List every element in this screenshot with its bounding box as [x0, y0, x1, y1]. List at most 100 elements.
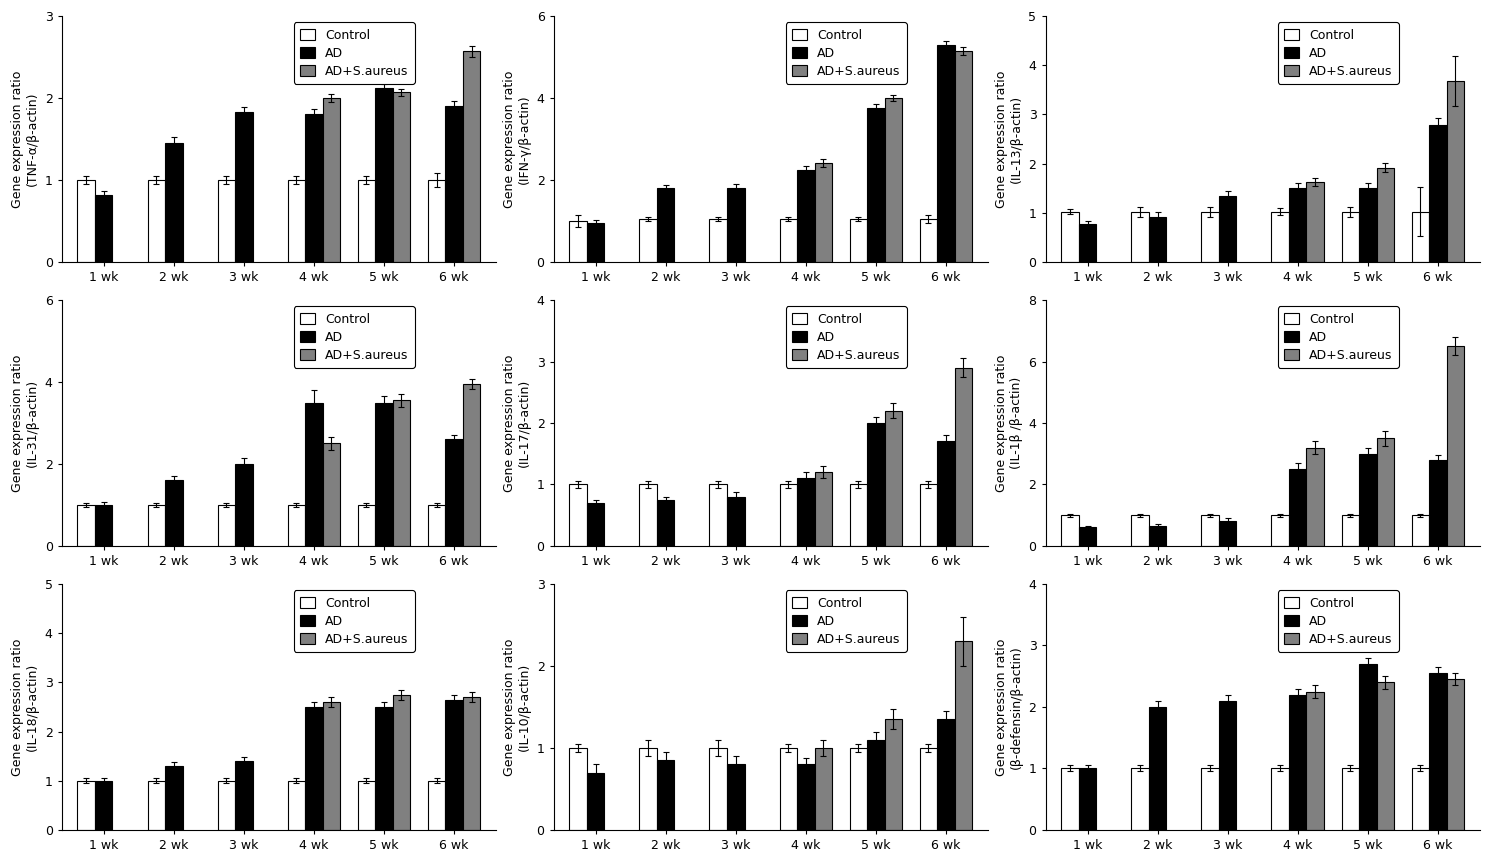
Bar: [780, 219, 798, 262]
Bar: [954, 368, 972, 546]
Bar: [1412, 768, 1428, 830]
Bar: [428, 505, 446, 546]
Bar: [236, 464, 252, 546]
Bar: [322, 702, 340, 830]
Bar: [218, 180, 236, 262]
Bar: [1202, 211, 1220, 262]
Bar: [1132, 211, 1150, 262]
Bar: [1132, 768, 1150, 830]
Bar: [1358, 664, 1376, 830]
Bar: [236, 112, 252, 262]
Bar: [570, 221, 587, 262]
Bar: [850, 748, 868, 830]
Bar: [95, 195, 112, 262]
Bar: [306, 402, 322, 546]
Bar: [1358, 454, 1376, 546]
Bar: [218, 505, 236, 546]
Bar: [850, 484, 868, 546]
Y-axis label: Gene expression ratio
(IL-18/β-actin): Gene expression ratio (IL-18/β-actin): [10, 639, 39, 776]
Bar: [392, 695, 410, 830]
Bar: [570, 748, 587, 830]
Bar: [392, 92, 410, 262]
Bar: [884, 98, 902, 262]
Bar: [814, 472, 832, 546]
Y-axis label: Gene expression ratio
(IFN-γ/β-actin): Gene expression ratio (IFN-γ/β-actin): [502, 71, 531, 208]
Bar: [1428, 460, 1446, 546]
Legend: Control, AD, AD+S.aureus: Control, AD, AD+S.aureus: [294, 590, 414, 652]
Bar: [392, 400, 410, 546]
Y-axis label: Gene expression ratio
(TNF-α/β-actin): Gene expression ratio (TNF-α/β-actin): [10, 71, 39, 208]
Bar: [1412, 515, 1428, 546]
Legend: Control, AD, AD+S.aureus: Control, AD, AD+S.aureus: [294, 22, 414, 84]
Bar: [1446, 346, 1464, 546]
Bar: [1342, 211, 1358, 262]
Bar: [1428, 673, 1446, 830]
Bar: [1306, 182, 1324, 262]
Bar: [884, 411, 902, 546]
Bar: [587, 503, 604, 546]
Bar: [1150, 707, 1166, 830]
Bar: [446, 700, 462, 830]
Bar: [1150, 217, 1166, 262]
Bar: [1290, 469, 1306, 546]
Bar: [1342, 768, 1358, 830]
Bar: [322, 444, 340, 546]
Bar: [1272, 768, 1290, 830]
Bar: [1376, 167, 1394, 262]
Bar: [710, 748, 728, 830]
Y-axis label: Gene expression ratio
(IL-17/β-actin): Gene expression ratio (IL-17/β-actin): [502, 355, 531, 492]
Bar: [1220, 701, 1236, 830]
Bar: [954, 641, 972, 830]
Bar: [1062, 211, 1079, 262]
Bar: [884, 719, 902, 830]
Bar: [166, 766, 182, 830]
Bar: [78, 505, 95, 546]
Y-axis label: Gene expression ratio
(IL-13/β-actin): Gene expression ratio (IL-13/β-actin): [994, 71, 1023, 208]
Bar: [288, 505, 306, 546]
Y-axis label: Gene expression ratio
(β-defensin/β-actin): Gene expression ratio (β-defensin/β-acti…: [994, 639, 1023, 776]
Bar: [1290, 188, 1306, 262]
Bar: [1446, 679, 1464, 830]
Bar: [728, 497, 744, 546]
Bar: [1412, 211, 1428, 262]
Bar: [78, 180, 95, 262]
Bar: [1272, 515, 1290, 546]
Bar: [1220, 196, 1236, 262]
Bar: [306, 707, 322, 830]
Bar: [640, 484, 658, 546]
Bar: [920, 484, 938, 546]
Bar: [358, 180, 376, 262]
Bar: [920, 748, 938, 830]
Bar: [358, 505, 376, 546]
Bar: [306, 115, 322, 262]
Bar: [920, 219, 938, 262]
Bar: [570, 484, 587, 546]
Bar: [358, 781, 376, 830]
Bar: [868, 108, 884, 262]
Bar: [462, 697, 480, 830]
Bar: [95, 781, 112, 830]
Bar: [446, 106, 462, 262]
Bar: [1376, 438, 1394, 546]
Bar: [166, 143, 182, 262]
Bar: [1358, 188, 1376, 262]
Bar: [148, 505, 166, 546]
Bar: [446, 439, 462, 546]
Bar: [658, 188, 674, 262]
Bar: [148, 180, 166, 262]
Bar: [1306, 448, 1324, 546]
Bar: [166, 481, 182, 546]
Bar: [658, 500, 674, 546]
Bar: [728, 188, 744, 262]
Legend: Control, AD, AD+S.aureus: Control, AD, AD+S.aureus: [1278, 306, 1399, 368]
Bar: [376, 707, 392, 830]
Legend: Control, AD, AD+S.aureus: Control, AD, AD+S.aureus: [786, 306, 907, 368]
Bar: [428, 781, 446, 830]
Bar: [798, 478, 814, 546]
Y-axis label: Gene expression ratio
(IL-31/β-actin): Gene expression ratio (IL-31/β-actin): [10, 355, 39, 492]
Bar: [1062, 768, 1079, 830]
Y-axis label: Gene expression ratio
(IL-10/β-actin): Gene expression ratio (IL-10/β-actin): [502, 639, 531, 776]
Bar: [376, 88, 392, 262]
Bar: [462, 51, 480, 262]
Bar: [1079, 527, 1096, 546]
